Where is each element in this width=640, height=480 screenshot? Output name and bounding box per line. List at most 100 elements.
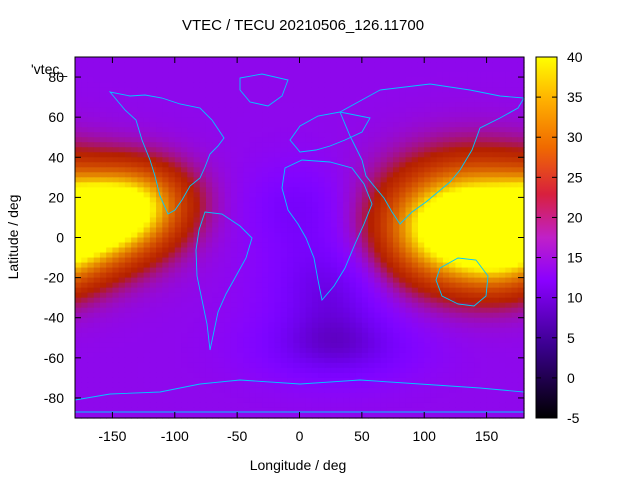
heatmap-cell [386,72,394,78]
heatmap-cell [343,77,350,83]
heatmap-cell [112,137,120,143]
heatmap-cell [268,327,276,334]
heatmap-cell [181,172,188,178]
heatmap-cell [430,197,438,203]
heatmap-cell [212,367,220,374]
heatmap-cell [112,342,120,349]
heatmap-cell [324,147,332,153]
heatmap-cell [299,57,307,63]
heatmap-cell [212,242,220,249]
heatmap-cell [287,57,294,63]
heatmap-cell [174,307,182,314]
heatmap-cell [380,287,388,294]
heatmap-cell [355,197,363,203]
heatmap-cell [330,92,338,98]
heatmap-cell [499,132,506,138]
heatmap-cell [262,282,269,289]
heatmap-cell [212,87,220,93]
heatmap-cell [380,117,388,123]
heatmap-cell [224,162,232,168]
heatmap-cell [118,112,126,118]
heatmap-cell [343,337,350,344]
heatmap-cell [305,342,313,349]
heatmap-cell [99,277,107,284]
heatmap-cell [237,92,244,98]
heatmap-cell [199,172,207,178]
heatmap-cell [106,377,114,384]
heatmap-cell [106,262,114,269]
heatmap-cell [212,197,220,203]
heatmap-cell [474,332,481,339]
heatmap-cell [480,377,488,384]
heatmap-cell [330,277,338,284]
heatmap-cell [492,102,500,108]
heatmap-cell [237,107,244,113]
heatmap-cell [374,302,382,309]
heatmap-cell [149,292,157,299]
heatmap-cell [205,207,213,214]
heatmap-cell [249,212,257,219]
heatmap-cell [368,217,375,224]
heatmap-cell [417,297,425,304]
heatmap-cell [305,377,313,384]
heatmap-cell [330,262,338,269]
heatmap-cell [187,112,195,118]
heatmap-cell [268,322,276,329]
heatmap-cell [305,217,313,224]
heatmap-cell [230,67,238,73]
heatmap-cell [386,367,394,374]
heatmap-cell [467,77,475,83]
heatmap-cell [137,382,145,389]
heatmap-cell [399,357,407,364]
heatmap-cell [411,57,419,63]
heatmap-cell [417,312,425,319]
heatmap-cell [87,267,95,274]
heatmap-cell [143,197,151,203]
heatmap-cell [81,82,89,88]
heatmap-cell [149,277,157,284]
heatmap-cell [349,357,357,364]
heatmap-cell [287,282,294,289]
heatmap-cell [455,277,463,284]
heatmap-cell [143,267,151,274]
heatmap-cell [411,292,419,299]
heatmap-cell [124,192,132,198]
heatmap-cell [268,102,276,108]
heatmap-cell [205,212,213,219]
heatmap-cell [517,97,525,103]
heatmap-cell [517,367,525,374]
heatmap-cell [361,317,369,324]
heatmap-cell [118,317,126,324]
heatmap-cell [93,262,101,269]
heatmap-cell [318,282,326,289]
heatmap-cell [174,192,182,198]
heatmap-cell [399,197,407,203]
heatmap-cell [374,167,382,173]
heatmap-cell [262,272,269,279]
heatmap-cell [212,132,220,138]
heatmap-cell [255,242,263,249]
heatmap-cell [99,217,107,224]
heatmap-cell [99,302,107,309]
heatmap-cell [249,307,257,314]
heatmap-cell [449,307,457,314]
heatmap-cell [355,222,363,229]
heatmap-cell [436,147,444,153]
heatmap-cell [467,237,475,244]
heatmap-cell [511,272,519,279]
heatmap-cell [455,207,463,214]
heatmap-cell [156,262,163,269]
heatmap-cell [143,312,151,319]
heatmap-cell [449,312,457,319]
heatmap-cell [299,292,307,299]
heatmap-cell [168,57,176,63]
heatmap-cell [174,102,182,108]
heatmap-cell [149,67,157,73]
heatmap-cell [193,182,201,188]
heatmap-cell [224,127,232,133]
heatmap-cell [93,217,101,224]
heatmap-cell [368,362,375,369]
heatmap-cell [424,242,432,249]
heatmap-cell [218,267,226,274]
heatmap-cell [174,287,182,294]
